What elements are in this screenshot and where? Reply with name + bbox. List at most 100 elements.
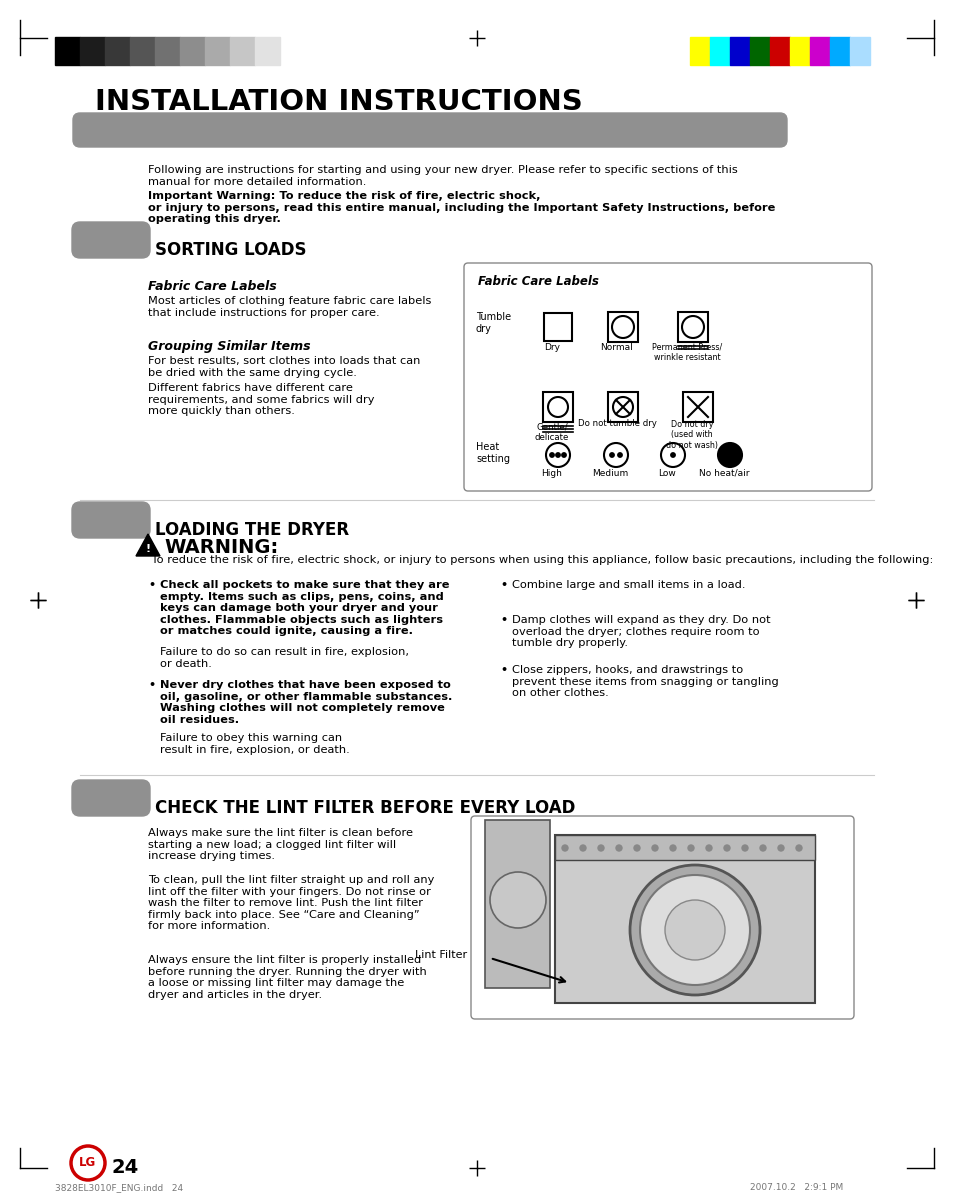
Bar	[230, 37, 254, 65]
Circle shape	[681, 316, 703, 338]
FancyBboxPatch shape	[71, 502, 150, 538]
Bar	[729, 37, 749, 65]
Text: Always make sure the lint filter is clean before
starting a new load; a clogged : Always make sure the lint filter is clea…	[148, 828, 413, 861]
Text: •: •	[499, 580, 507, 589]
Circle shape	[545, 443, 569, 467]
Circle shape	[629, 865, 760, 995]
Circle shape	[579, 845, 585, 851]
Text: Failure to obey this warning can
result in fire, explosion, or death.: Failure to obey this warning can result …	[160, 733, 350, 754]
Text: Combine large and small items in a load.: Combine large and small items in a load.	[512, 580, 744, 589]
FancyBboxPatch shape	[463, 263, 871, 491]
Text: Tumble
dry: Tumble dry	[476, 312, 511, 333]
Circle shape	[609, 452, 614, 457]
Circle shape	[660, 443, 684, 467]
Circle shape	[651, 845, 658, 851]
Text: Normal: Normal	[600, 343, 633, 352]
Text: Lint Filter: Lint Filter	[415, 950, 467, 960]
Circle shape	[616, 845, 621, 851]
Text: Fabric Care Labels: Fabric Care Labels	[477, 275, 598, 288]
Bar	[55, 37, 80, 65]
Circle shape	[598, 845, 603, 851]
Circle shape	[547, 397, 567, 417]
Circle shape	[705, 845, 711, 851]
Circle shape	[778, 845, 783, 851]
Circle shape	[612, 316, 634, 338]
Bar	[682, 392, 712, 422]
Circle shape	[687, 845, 693, 851]
Text: Close zippers, hooks, and drawstrings to
prevent these items from snagging or ta: Close zippers, hooks, and drawstrings to…	[512, 665, 778, 698]
Text: Failure to do so can result in fire, explosion,
or death.: Failure to do so can result in fire, exp…	[160, 647, 409, 669]
Bar	[180, 37, 205, 65]
Circle shape	[556, 452, 559, 457]
Text: Check all pockets to make sure that they are
empty. Items such as clips, pens, c: Check all pockets to make sure that they…	[160, 580, 449, 636]
Circle shape	[549, 452, 554, 457]
Bar	[769, 37, 789, 65]
Text: LOADING THE DRYER: LOADING THE DRYER	[154, 521, 349, 539]
Text: WARNING:: WARNING:	[164, 538, 278, 557]
Text: Do not tumble dry: Do not tumble dry	[577, 419, 656, 428]
Bar	[607, 312, 638, 342]
Text: Following are instructions for starting and using your new dryer. Please refer t: Following are instructions for starting …	[148, 165, 737, 186]
Bar	[789, 37, 809, 65]
Text: High: High	[541, 469, 562, 478]
Bar	[829, 37, 849, 65]
Text: Damp clothes will expand as they dry. Do not
overload the dryer; clothes require: Damp clothes will expand as they dry. Do…	[512, 615, 770, 648]
Text: •: •	[499, 665, 507, 675]
FancyBboxPatch shape	[71, 780, 150, 816]
Text: Heat
setting: Heat setting	[476, 442, 510, 463]
Bar	[849, 37, 869, 65]
Text: For best results, sort clothes into loads that can
be dried with the same drying: For best results, sort clothes into load…	[148, 356, 420, 378]
Polygon shape	[136, 534, 160, 556]
Bar	[607, 392, 638, 422]
Circle shape	[634, 845, 639, 851]
Circle shape	[669, 845, 676, 851]
Text: LG: LG	[79, 1156, 96, 1169]
FancyBboxPatch shape	[73, 113, 786, 147]
Bar	[542, 392, 573, 422]
Circle shape	[561, 452, 566, 457]
Circle shape	[795, 845, 801, 851]
Text: No heat/air: No heat/air	[698, 469, 748, 478]
Bar	[80, 37, 105, 65]
Circle shape	[664, 900, 724, 960]
Text: Dry: Dry	[543, 343, 559, 352]
Text: Low: Low	[658, 469, 675, 478]
Text: Never dry clothes that have been exposed to
oil, gasoline, or other flammable su: Never dry clothes that have been exposed…	[160, 680, 452, 724]
Bar	[154, 37, 180, 65]
Text: To reduce the risk of fire, electric shock, or injury to persons when using this: To reduce the risk of fire, electric sho…	[148, 555, 932, 565]
Bar	[130, 37, 154, 65]
Text: •: •	[148, 680, 155, 691]
Circle shape	[670, 452, 675, 457]
Text: Most articles of clothing feature fabric care labels
that include instructions f: Most articles of clothing feature fabric…	[148, 296, 431, 318]
Circle shape	[618, 452, 621, 457]
Text: 3828EL3010F_ENG.indd   24: 3828EL3010F_ENG.indd 24	[55, 1183, 183, 1192]
Text: Grouping Similar Items: Grouping Similar Items	[148, 340, 311, 352]
Bar	[205, 37, 230, 65]
Text: Medium: Medium	[591, 469, 627, 478]
Text: Fabric Care Labels: Fabric Care Labels	[148, 280, 276, 294]
Bar	[484, 820, 550, 988]
Bar	[809, 37, 829, 65]
Bar	[555, 835, 814, 860]
Bar	[678, 312, 707, 342]
Bar	[709, 37, 729, 65]
Text: Do not dry
(used with
do not wash): Do not dry (used with do not wash)	[665, 420, 718, 450]
Text: 24: 24	[112, 1158, 139, 1177]
Text: To clean, pull the lint filter straight up and roll any
lint off the filter with: To clean, pull the lint filter straight …	[148, 875, 434, 931]
Circle shape	[741, 845, 747, 851]
Text: •: •	[499, 615, 507, 626]
Circle shape	[613, 397, 633, 417]
Circle shape	[490, 872, 545, 928]
Bar	[543, 313, 572, 340]
Bar	[105, 37, 130, 65]
Bar	[555, 835, 814, 1003]
Text: SORTING LOADS: SORTING LOADS	[154, 241, 306, 259]
Circle shape	[718, 443, 741, 467]
Text: !: !	[145, 544, 151, 555]
Text: INSTALLATION INSTRUCTIONS: INSTALLATION INSTRUCTIONS	[95, 88, 582, 115]
Circle shape	[71, 1146, 105, 1180]
Circle shape	[639, 875, 749, 985]
Circle shape	[723, 845, 729, 851]
Text: Important Warning: To reduce the risk of fire, electric shock,
or injury to pers: Important Warning: To reduce the risk of…	[148, 191, 775, 224]
FancyBboxPatch shape	[71, 223, 150, 257]
